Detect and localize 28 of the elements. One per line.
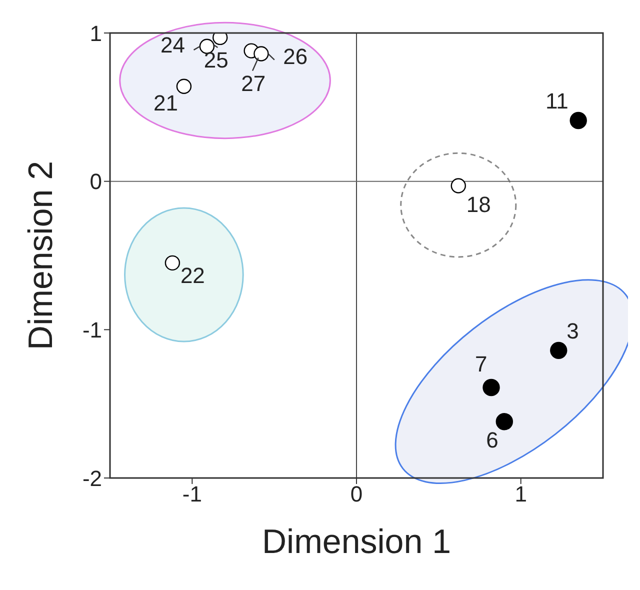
y-tick-label: -1 xyxy=(82,317,102,342)
point xyxy=(482,378,500,396)
annotation: 24 xyxy=(160,32,185,58)
point xyxy=(550,342,568,360)
point xyxy=(176,78,192,94)
x-axis-title: Dimension 1 xyxy=(262,523,451,561)
y-tick-label: -2 xyxy=(82,466,102,491)
x-tick-label: -1 xyxy=(182,482,202,507)
y-axis-title: Dimension 2 xyxy=(22,161,60,350)
annotation: 11 xyxy=(546,88,568,114)
point xyxy=(254,46,269,62)
annotation: 26 xyxy=(283,44,308,69)
annotation: 3 xyxy=(566,318,579,344)
annotation: 18 xyxy=(466,192,491,217)
y-tick-label: 1 xyxy=(90,20,102,46)
annotation: 22 xyxy=(180,262,205,288)
annotation: 21 xyxy=(153,90,178,116)
annotation: 25 xyxy=(204,47,228,72)
x-tick-label: 0 xyxy=(350,482,363,507)
x-tick-label: 1 xyxy=(514,482,527,507)
y-tick-label: 0 xyxy=(90,169,102,194)
point xyxy=(164,255,180,271)
annotation: 7 xyxy=(475,352,488,377)
point xyxy=(496,413,513,430)
annotation: 27 xyxy=(241,70,266,96)
point xyxy=(199,38,215,54)
point xyxy=(570,112,587,130)
annotation: 6 xyxy=(486,428,498,453)
